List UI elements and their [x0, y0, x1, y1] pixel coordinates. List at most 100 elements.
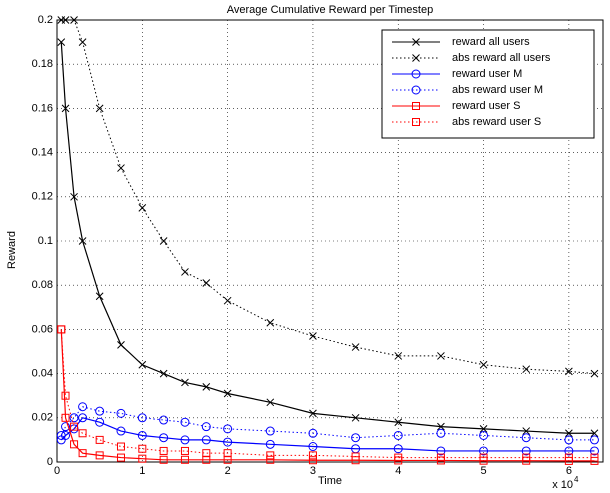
marker: [479, 430, 489, 440]
y-tick-label: 0: [47, 456, 53, 468]
marker: [564, 435, 574, 445]
y-tick-label: 0.04: [32, 368, 53, 380]
marker: [61, 16, 70, 24]
marker: [411, 69, 421, 79]
marker: [61, 413, 70, 422]
legend-label: abs reward user M: [452, 84, 543, 96]
marker: [565, 429, 573, 438]
marker: [265, 426, 275, 436]
x-tick-label: 4: [395, 465, 401, 477]
y-tick-label: 0.16: [32, 102, 53, 114]
y-axis-label: Reward: [6, 231, 18, 269]
marker: [265, 439, 275, 449]
legend: reward all users abs reward all users rewa…: [381, 29, 595, 139]
marker: [159, 455, 168, 464]
y-tick-label: 0.02: [32, 412, 53, 424]
marker: [116, 442, 125, 451]
legend-box: [381, 29, 595, 139]
marker: [57, 38, 66, 46]
marker: [522, 427, 531, 435]
marker: [116, 408, 126, 418]
marker: [78, 449, 87, 458]
x-exponent: 4: [574, 475, 579, 484]
y-tick-label: 0.12: [32, 191, 53, 203]
series-line: [60, 417, 595, 452]
x-tick-label: 5: [481, 465, 487, 477]
marker: [437, 422, 445, 431]
marker: [479, 446, 489, 456]
marker: [180, 435, 190, 445]
marker: [181, 378, 189, 387]
marker: [61, 104, 70, 113]
marker: [412, 54, 420, 62]
marker: [308, 451, 317, 460]
marker: [95, 104, 104, 113]
marker: [436, 428, 446, 438]
marker: [78, 38, 87, 46]
marker: [394, 453, 403, 462]
marker: [117, 341, 125, 349]
marker: [61, 391, 70, 400]
marker: [393, 430, 403, 440]
marker: [223, 389, 232, 398]
y-tick-label: 0.1: [38, 235, 53, 247]
marker: [201, 422, 211, 432]
marker: [522, 365, 531, 374]
series-line: [60, 329, 595, 459]
series-line: [60, 329, 595, 462]
marker: [309, 332, 317, 340]
marker: [159, 237, 168, 245]
marker: [590, 369, 599, 378]
marker: [308, 456, 317, 465]
marker: [78, 429, 87, 438]
marker: [69, 413, 79, 423]
marker: [564, 446, 574, 456]
marker: [590, 429, 599, 438]
y-tick-label: 0.06: [32, 323, 53, 335]
marker: [412, 102, 420, 110]
marker: [78, 402, 88, 412]
marker: [266, 318, 275, 327]
marker: [202, 449, 211, 458]
series-line: [60, 42, 595, 434]
marker: [117, 164, 125, 172]
marker: [394, 352, 403, 360]
series-line: [61, 19, 595, 375]
marker: [412, 118, 420, 126]
y-tick-label: 0.18: [32, 58, 53, 70]
marker: [159, 446, 168, 455]
x-tick-label: 6: [566, 465, 572, 477]
marker: [159, 369, 168, 378]
marker: [351, 433, 361, 443]
marker: [266, 455, 275, 464]
marker: [70, 440, 79, 449]
marker: [138, 360, 147, 369]
marker: [137, 430, 147, 440]
marker: [351, 452, 360, 461]
y-tick-label: 0.14: [32, 147, 53, 159]
marker: [351, 343, 360, 351]
marker: [411, 85, 421, 95]
marker: [564, 453, 573, 462]
marker: [393, 444, 403, 454]
marker: [522, 453, 531, 462]
marker: [394, 418, 403, 427]
marker: [589, 446, 599, 456]
legend-label: reward user M: [452, 68, 522, 80]
marker: [138, 203, 147, 212]
marker: [201, 435, 211, 445]
y-tick-label: 0.2: [38, 14, 53, 26]
marker: [70, 16, 78, 24]
plot-frame: [56, 19, 604, 463]
marker: [266, 451, 275, 460]
marker: [138, 454, 147, 463]
marker: [223, 296, 232, 305]
marker: [159, 433, 169, 443]
legend-label: abs reward user S: [452, 116, 541, 128]
marker: [56, 430, 66, 440]
marker: [95, 406, 105, 416]
marker: [351, 413, 360, 422]
x-tick-label: 3: [310, 465, 316, 477]
legend-label: abs reward all users: [452, 52, 551, 64]
